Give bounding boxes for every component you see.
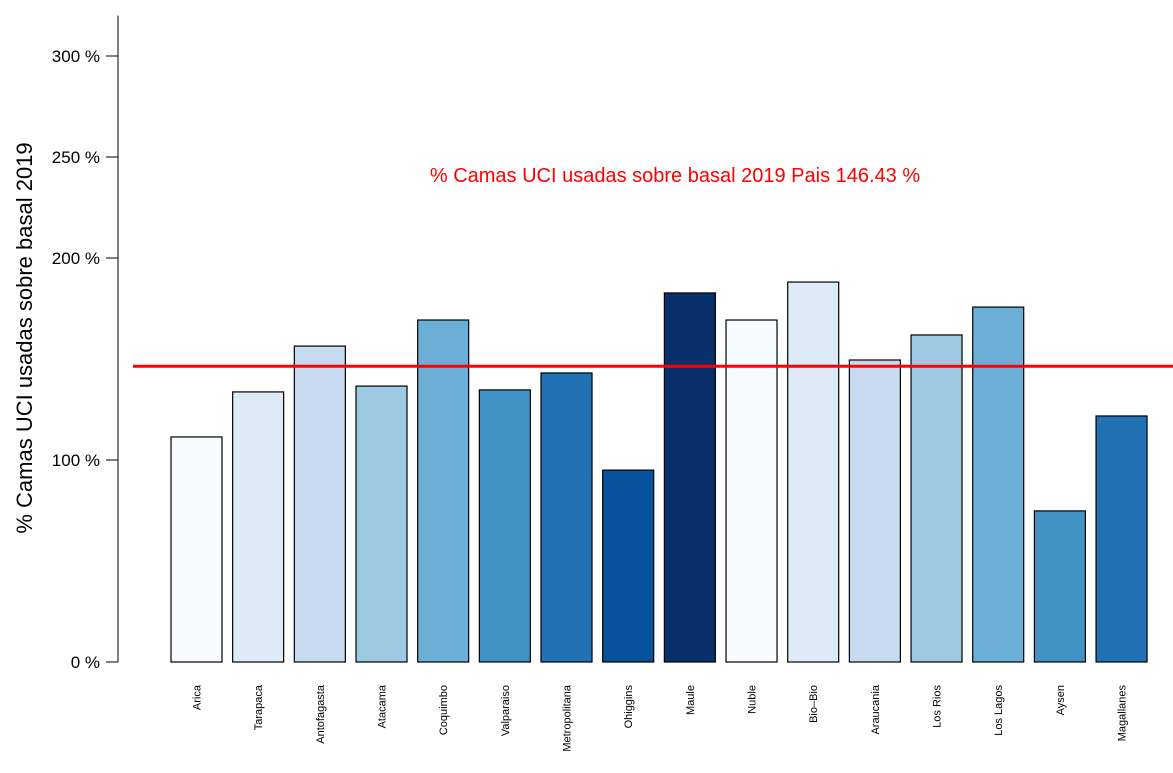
x-tick-label: Atacama [377, 684, 389, 728]
x-tick-label: Nuble [747, 685, 759, 714]
bar [972, 306, 1025, 663]
x-tick-label: Aysen [1055, 685, 1067, 715]
bar [355, 385, 408, 663]
x-tick-label: Los Rios [932, 685, 944, 728]
bar [170, 436, 223, 663]
x-tick-label: Bio–Bio [808, 685, 820, 723]
bar [232, 391, 285, 663]
x-tick-label: Valparaiso [500, 685, 512, 736]
x-tick-label: Araucania [870, 684, 882, 734]
x-tick-label: Antofagasta [315, 684, 327, 744]
x-tick-label: Coquimbo [438, 685, 450, 735]
x-tick-label: Los Lagos [993, 685, 1005, 736]
bar [663, 292, 716, 663]
y-tick-label: 300 % [52, 47, 100, 66]
bar [910, 334, 963, 663]
bar [293, 345, 346, 663]
bar [848, 359, 901, 663]
x-tick-label: Metropolitana [562, 684, 574, 752]
bar [602, 469, 655, 663]
annotation: % Camas UCI usadas sobre basal 2019 Pais… [430, 165, 920, 187]
x-tick-label: Maule [685, 685, 697, 715]
y-axis-label: % Camas UCI usadas sobre basal 2019 [12, 142, 37, 533]
y-tick-label: 0 % [71, 653, 100, 672]
bar [478, 389, 531, 663]
y-tick-label: 250 % [52, 148, 100, 167]
x-tick-label: Ohiggins [623, 685, 635, 729]
y-tick-label: 200 % [52, 249, 100, 268]
bar [1033, 510, 1086, 663]
bar [1095, 415, 1148, 663]
bar [417, 319, 470, 663]
bar [787, 281, 840, 663]
y-tick-label: 100 % [52, 451, 100, 470]
x-tick-label: Tarapaca [253, 684, 265, 730]
x-tick-label: Magallanes [1117, 685, 1129, 742]
bar [540, 372, 593, 663]
bar [725, 319, 778, 663]
x-tick-label: Arica [192, 684, 204, 710]
